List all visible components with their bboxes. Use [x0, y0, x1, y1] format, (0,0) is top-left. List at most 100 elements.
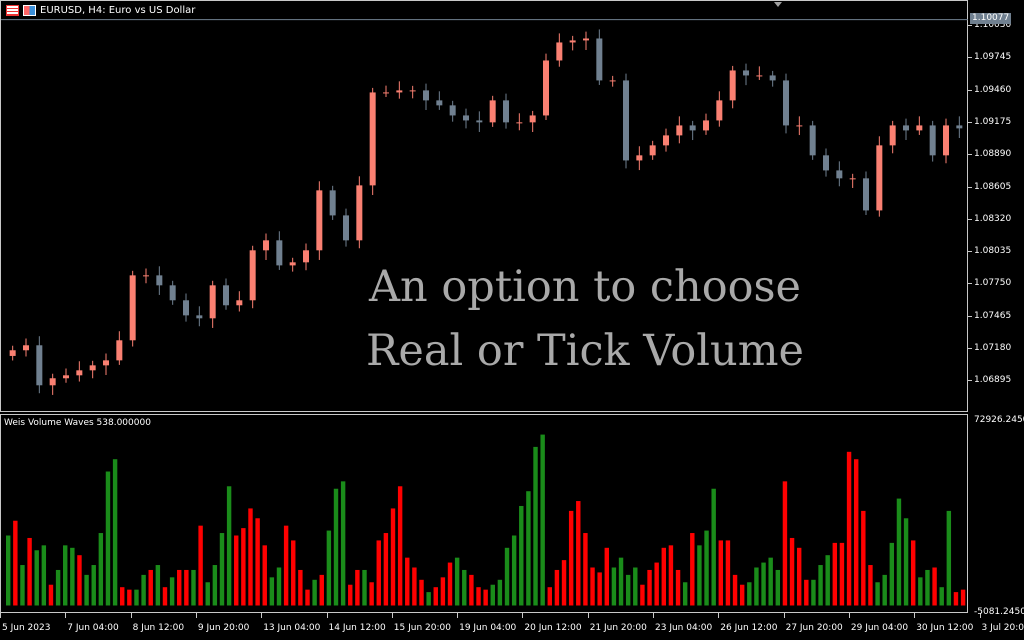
volume-bar — [13, 520, 18, 606]
volume-bar — [112, 459, 118, 606]
volume-bar — [526, 491, 531, 606]
candle-body — [103, 360, 109, 366]
volume-bar — [960, 589, 966, 606]
volume-bar — [305, 589, 310, 606]
volume-bar — [511, 535, 517, 606]
candle-body — [409, 90, 416, 92]
price-tick-label: 1.09175 — [974, 116, 1012, 127]
candle-body — [489, 100, 496, 123]
volume-bar — [226, 486, 232, 606]
candle-body — [903, 125, 909, 131]
volume-bar — [932, 567, 937, 606]
candle-body — [756, 75, 763, 77]
time-tick — [653, 613, 654, 618]
candle-body — [329, 190, 336, 216]
time-tick — [848, 613, 850, 618]
volume-bar — [34, 550, 39, 606]
candle-body — [689, 125, 696, 131]
volume-bar — [533, 446, 538, 606]
volume-bar — [611, 567, 617, 606]
volume-bar — [134, 589, 139, 606]
time-tick-label: 15 Jun 20:00 — [393, 623, 451, 633]
volume-bar — [647, 569, 652, 606]
price-tick — [968, 186, 972, 188]
indicator-pane[interactable] — [0, 414, 968, 613]
candle-body — [769, 75, 776, 81]
volume-bar — [903, 518, 909, 606]
volume-bar — [739, 584, 745, 606]
time-tick-label: 8 Jun 12:00 — [132, 623, 185, 633]
time-tick-label: 30 Jun 12:00 — [916, 623, 974, 633]
candle-body — [303, 250, 309, 263]
price-tick-label: 1.09745 — [974, 52, 1012, 63]
candle-body — [9, 350, 16, 356]
candle-body — [583, 38, 589, 41]
volume-bar — [312, 579, 317, 606]
price-chart-pane[interactable] — [0, 0, 968, 412]
candle-body — [276, 240, 283, 266]
candle-body — [316, 190, 323, 251]
volume-bar — [447, 562, 453, 606]
volume-bar — [77, 555, 82, 606]
save-icon[interactable] — [23, 5, 36, 16]
candle-body — [143, 275, 149, 277]
price-tick — [968, 283, 972, 285]
volume-bar — [725, 540, 731, 606]
volume-bar — [397, 486, 403, 606]
candle-body — [729, 70, 736, 101]
candle-body — [636, 155, 643, 161]
candle-body — [223, 285, 229, 306]
price-tick — [968, 315, 972, 317]
volume-bar — [882, 574, 887, 606]
candle-body — [956, 125, 963, 129]
candle-body — [89, 365, 96, 371]
volume-bar — [333, 488, 339, 606]
candle-body — [943, 125, 949, 156]
candle-body — [76, 370, 83, 376]
volume-bar — [832, 542, 838, 606]
indicator-max-label: 72926.2450 — [974, 415, 1024, 425]
candle-body — [343, 215, 349, 241]
candle-body — [703, 120, 709, 131]
time-tick-label: 21 Jun 20:00 — [589, 623, 647, 633]
volume-bar — [462, 569, 467, 606]
volume-bar — [98, 533, 104, 606]
volume-bar — [490, 584, 495, 606]
volume-bar — [804, 579, 809, 606]
price-tick — [968, 121, 972, 123]
list-icon[interactable] — [6, 5, 19, 16]
volume-bar — [654, 562, 659, 606]
price-tick — [968, 380, 972, 382]
volume-bar — [169, 577, 175, 606]
candle-body — [183, 300, 189, 316]
volume-bar — [811, 579, 816, 606]
price-tick — [968, 57, 972, 59]
candle-body — [809, 125, 816, 156]
time-tick — [391, 613, 393, 618]
volume-bar — [255, 518, 260, 606]
candle-body — [849, 178, 856, 180]
price-tick — [968, 25, 972, 26]
volume-bar — [704, 530, 709, 606]
time-tick — [718, 613, 720, 618]
volume-bar — [48, 584, 54, 606]
candle-body — [196, 315, 203, 319]
candle-body — [889, 125, 896, 146]
volume-bar — [789, 537, 795, 606]
time-tick-label: 20 Jun 12:00 — [524, 623, 582, 633]
candle-body — [596, 38, 603, 81]
volume-bar — [953, 592, 959, 606]
volume-bar — [839, 542, 845, 606]
volume-bar — [454, 557, 460, 606]
volume-bar — [426, 592, 431, 606]
time-tick — [0, 613, 1, 618]
price-tick-label: 1.06895 — [974, 375, 1012, 386]
time-tick — [587, 613, 589, 618]
candle-body — [823, 155, 829, 171]
volume-bar — [946, 510, 952, 606]
volume-bar — [369, 582, 374, 606]
volume-bar — [348, 584, 353, 606]
chart-title: EURUSD, H4: Euro vs US Dollar — [40, 5, 196, 16]
time-tick — [130, 613, 132, 618]
candle-body — [63, 375, 69, 379]
